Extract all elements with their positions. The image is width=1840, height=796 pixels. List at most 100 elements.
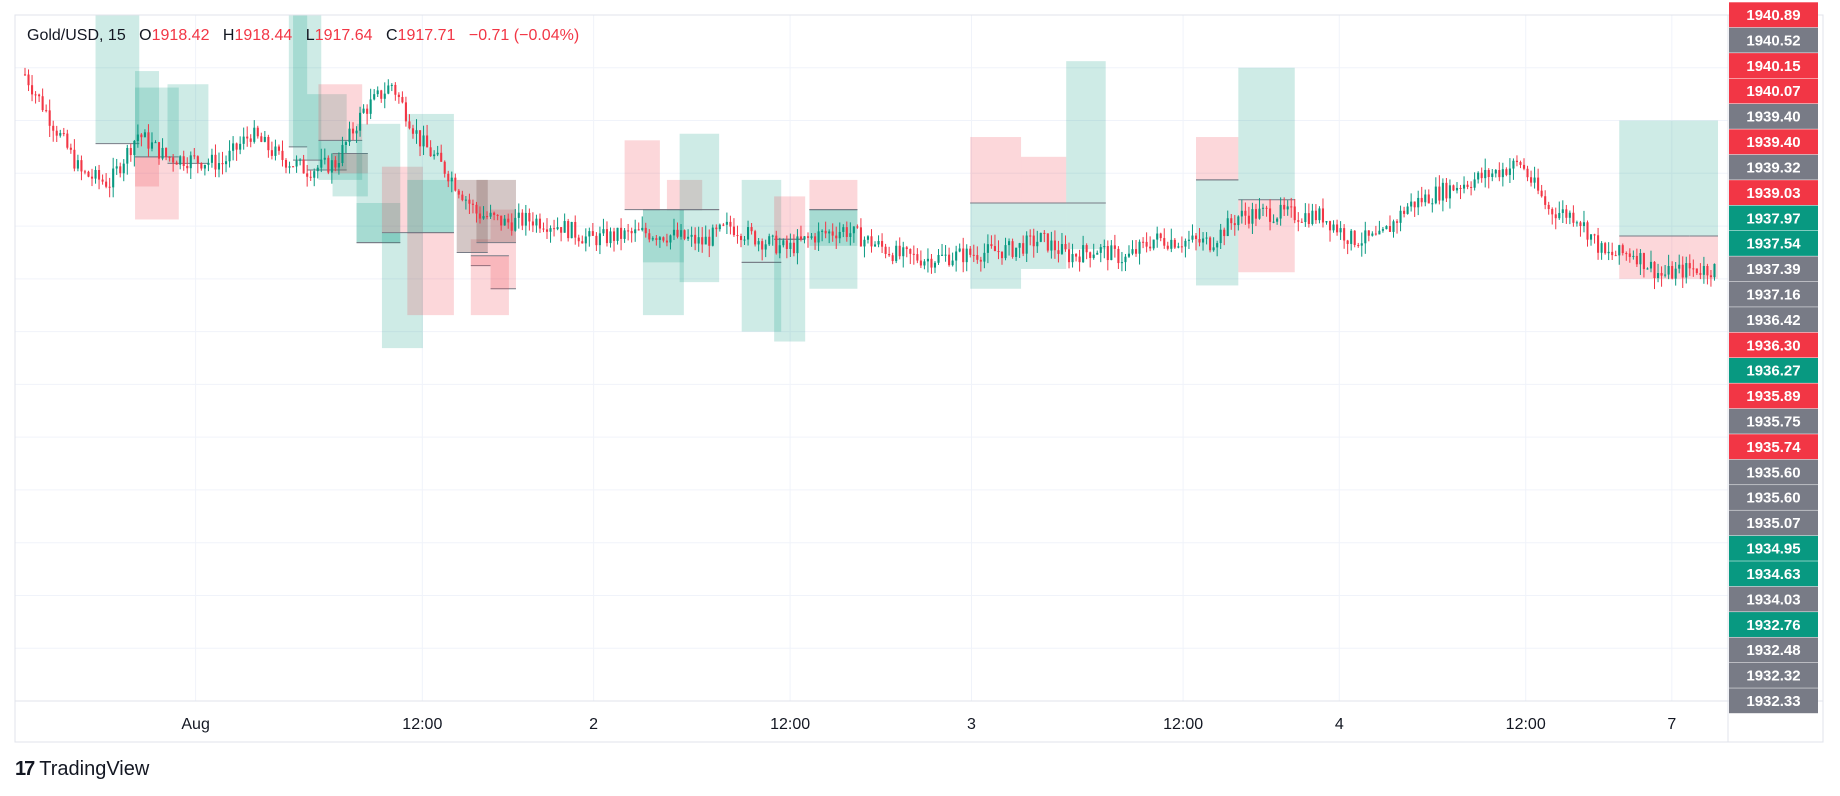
candle-up <box>821 230 824 232</box>
candle-down <box>1420 197 1423 203</box>
candle-up <box>288 166 291 168</box>
candle-up <box>450 177 453 182</box>
candle-up <box>1039 232 1042 242</box>
price-label-bg <box>1729 586 1818 612</box>
candle-up <box>383 93 386 99</box>
candle-down <box>1067 249 1071 263</box>
candle-up <box>588 231 591 237</box>
candle-down <box>1142 241 1145 243</box>
candle-down <box>66 133 69 148</box>
legend-change: −0.71 <box>468 27 510 44</box>
price-scale[interactable]: 1940.89 1940.52 1940.15 1940.07 1939.40 1939.… <box>1729 2 1818 714</box>
price-label-text: 1936.30 <box>1746 337 1800 354</box>
candle-down <box>912 253 915 255</box>
candle-up <box>313 171 316 178</box>
candle-up <box>672 229 676 236</box>
price-label-text: 1936.42 <box>1746 312 1800 329</box>
take-profit-zone <box>1689 120 1718 236</box>
candle-down <box>1692 268 1695 270</box>
candle-down <box>90 176 94 179</box>
candle-up <box>299 159 302 161</box>
candle-up <box>126 147 129 164</box>
price-label-bg <box>1729 307 1818 333</box>
time-scale[interactable]: Aug 12:00 2 12:00 3 12:00 4 12:00 7 <box>181 716 1676 733</box>
candle-down <box>496 214 499 216</box>
candle-down <box>1321 208 1325 223</box>
price-label-bg <box>1729 281 1818 307</box>
candle-up <box>725 221 728 225</box>
candle-down <box>62 133 65 135</box>
candle-down <box>168 156 171 158</box>
legend-interval[interactable]: 15 <box>107 27 126 44</box>
candle-up <box>1237 216 1240 226</box>
candle-down <box>1487 169 1490 178</box>
candle-up <box>337 162 340 168</box>
candle-down <box>292 166 295 168</box>
tradingview-logo[interactable]: 17 TradingView <box>15 758 149 781</box>
legend-symbol[interactable]: Gold/USD <box>27 27 100 44</box>
candle-up <box>641 227 644 231</box>
candle-down <box>507 218 510 223</box>
candle-down <box>637 229 640 231</box>
candle-down <box>1459 187 1462 189</box>
candle-up <box>1332 224 1335 231</box>
candle-down <box>366 108 369 114</box>
candle-down <box>1551 209 1554 215</box>
candle-down <box>605 229 609 244</box>
price-label-bg <box>1729 230 1818 256</box>
candle-up <box>1589 234 1593 240</box>
candle-up <box>415 130 418 134</box>
candle-up <box>514 217 517 231</box>
candle-down <box>1395 221 1399 223</box>
candle-up <box>1512 160 1515 169</box>
price-label-bg <box>1729 535 1818 561</box>
candle-up <box>224 161 228 165</box>
candle-down <box>1230 218 1233 224</box>
candle-up <box>1473 179 1476 188</box>
candle-up <box>274 146 277 156</box>
candle-down <box>284 159 288 168</box>
candle-down <box>993 246 996 252</box>
candle-down <box>972 254 975 256</box>
candle-down <box>351 128 355 134</box>
candle-down <box>1480 172 1483 179</box>
candle-up <box>1036 241 1039 247</box>
candle-up <box>1371 233 1374 236</box>
price-label-text: 1934.03 <box>1746 591 1800 608</box>
candle-up <box>1251 209 1254 224</box>
candle-up <box>623 230 626 239</box>
candle-down <box>732 226 735 236</box>
candle-up <box>863 239 866 247</box>
candle-up <box>1177 246 1180 248</box>
candle-up <box>263 136 266 142</box>
candle-up <box>1702 265 1705 275</box>
candle-down <box>1709 275 1712 278</box>
price-label-text: 1935.07 <box>1746 515 1800 532</box>
candle-down <box>1498 169 1501 178</box>
price-label-text: 1935.74 <box>1746 439 1801 456</box>
candle-up <box>803 236 806 240</box>
price-label-bg <box>1729 53 1818 79</box>
candle-down <box>1328 221 1332 231</box>
candle-down <box>31 85 34 95</box>
candle-up <box>651 238 654 240</box>
candle-up <box>253 127 256 142</box>
candle-up <box>1713 263 1716 278</box>
candle-up <box>757 241 760 245</box>
take-profit-zone <box>679 133 720 210</box>
candle-down <box>521 212 524 226</box>
candle-up <box>1018 243 1021 248</box>
candle-up <box>1667 266 1670 275</box>
candle-down <box>888 253 891 256</box>
candle-up <box>503 218 506 226</box>
candle-down <box>1011 241 1014 257</box>
take-profit-zone <box>1066 202 1106 250</box>
candle-down <box>471 203 474 205</box>
candle-up <box>1071 254 1074 263</box>
stop-loss-zone <box>1195 137 1239 180</box>
candle-down <box>1244 210 1247 216</box>
candle-up <box>1015 247 1018 257</box>
candle-down <box>306 173 309 177</box>
candle-down <box>447 173 450 182</box>
